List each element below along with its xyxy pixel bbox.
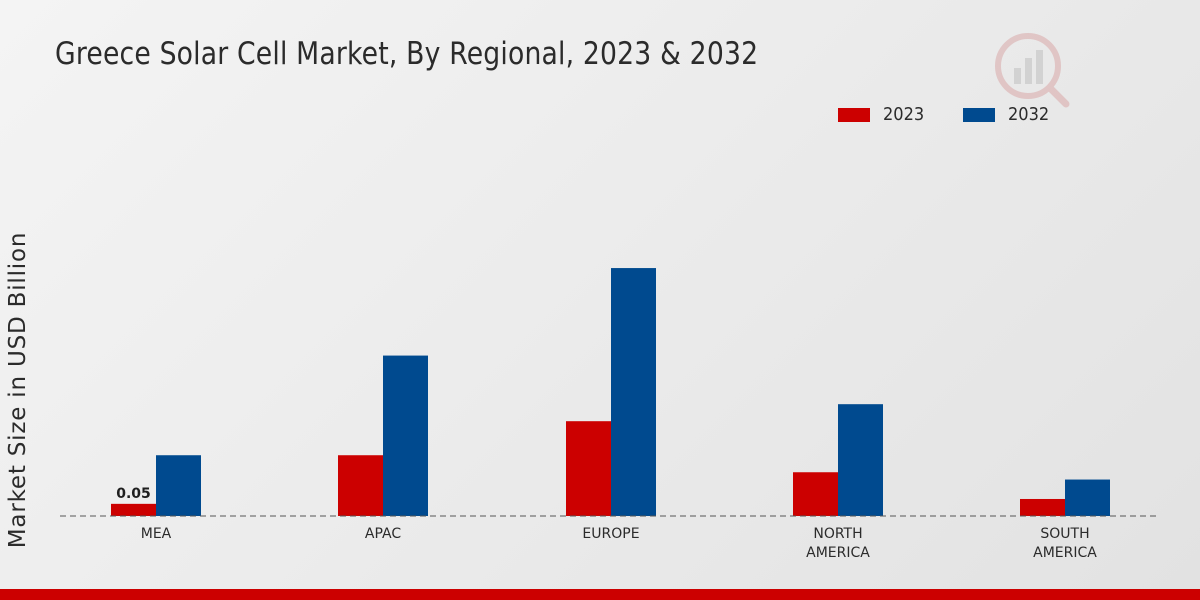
bar-2032-europe (611, 268, 656, 516)
x-tick-label-mea: MEA (141, 526, 172, 542)
bar-2023-north-america (793, 472, 838, 516)
legend-item-2023: 2023 (838, 104, 929, 125)
bar-2023-south-america (1020, 498, 1065, 516)
legend-swatch-2023 (838, 107, 870, 122)
x-tick-label-north-america-line-1: NORTH (813, 526, 862, 542)
bottom-accent-bar (0, 589, 1200, 600)
bar-2023-europe (566, 421, 611, 516)
legend-label-2032: 2032 (1007, 104, 1050, 125)
chart-title: Greece Solar Cell Market, By Regional, 2… (55, 36, 759, 72)
x-tick-label-south-america-line-1: SOUTH (1040, 526, 1089, 542)
legend-swatch-2032 (962, 107, 995, 122)
x-tick-label-south-america-line-2: AMERICA (1033, 545, 1097, 561)
bar-2032-north-america (838, 404, 883, 516)
x-tick-label-europe: EUROPE (582, 526, 639, 542)
data-label-2023-mea: 0.05 (116, 486, 151, 502)
chart-legend: 2023 2032 (838, 104, 1088, 125)
bar-2023-apac (338, 455, 383, 516)
x-tick-label-apac: APAC (365, 526, 401, 542)
x-tick-label-north-america-line-2: AMERICA (806, 545, 870, 561)
bar-2032-south-america (1065, 479, 1110, 516)
legend-item-2032: 2032 (962, 104, 1054, 125)
bar-2032-apac (383, 355, 428, 516)
bar-2023-mea (111, 503, 156, 516)
bar-2032-mea (156, 455, 201, 516)
legend-label-2023: 2023 (883, 104, 925, 125)
brand-logo-icon (995, 33, 1070, 108)
